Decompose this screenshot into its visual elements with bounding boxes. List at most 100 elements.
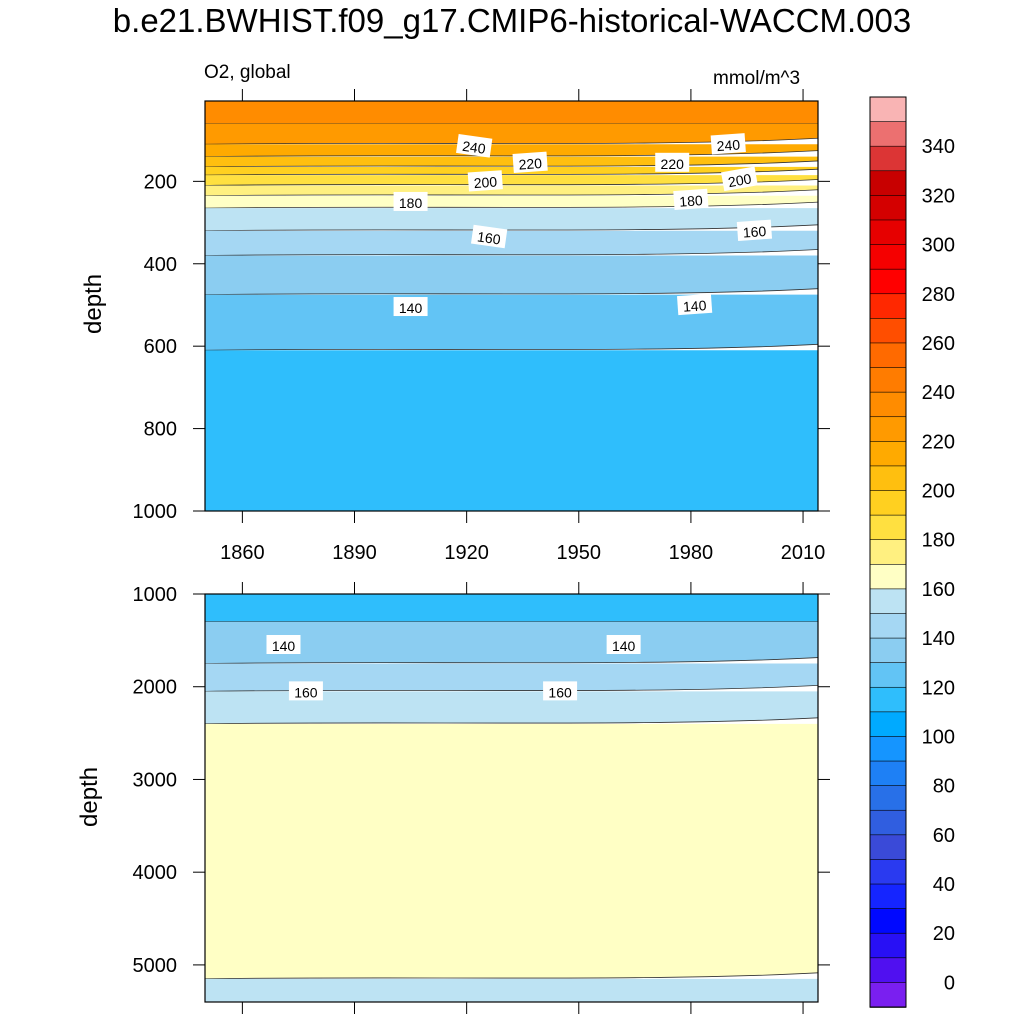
colorbar-label: 140 bbox=[922, 628, 955, 650]
colorbar-swatch bbox=[869, 367, 907, 393]
plot-frame bbox=[204, 593, 819, 1003]
contour-label: 220 bbox=[512, 151, 548, 173]
contour-label-text: 140 bbox=[399, 300, 423, 316]
band-160-170 bbox=[205, 691, 818, 724]
contour-label: 180 bbox=[393, 191, 428, 211]
colorbar-swatch bbox=[869, 465, 907, 492]
x-tick-label: 1890 bbox=[332, 542, 377, 564]
band-130-140 bbox=[205, 594, 818, 622]
colorbar-label: 80 bbox=[933, 776, 955, 798]
colorbar-label: 20 bbox=[933, 923, 955, 945]
variable-label: O2, global bbox=[204, 62, 291, 83]
contour-label-text: 160 bbox=[742, 223, 767, 241]
y-tick-label: 3000 bbox=[133, 769, 178, 791]
colorbar-label: 40 bbox=[933, 874, 955, 896]
colorbar-label: 280 bbox=[922, 284, 955, 306]
figure-title: b.e21.BWHIST.f09_g17.CMIP6-historical-WA… bbox=[112, 2, 912, 39]
colorbar-swatch bbox=[869, 539, 907, 566]
contour-label-text: 160 bbox=[476, 228, 502, 247]
colorbar-label: 60 bbox=[933, 825, 955, 847]
band-150-160 bbox=[205, 663, 818, 692]
contour-label-bg bbox=[543, 681, 578, 701]
y-tick-label: 1000 bbox=[133, 584, 178, 606]
contour-label-text: 200 bbox=[473, 174, 498, 192]
contour-label-text: 180 bbox=[679, 192, 704, 210]
colorbar-label: 180 bbox=[922, 530, 955, 552]
band-190-200 bbox=[205, 185, 818, 196]
colorbar-swatch bbox=[869, 834, 907, 861]
contour-label: 160 bbox=[543, 681, 578, 701]
colorbar-swatch bbox=[869, 244, 907, 270]
contour-label-text: 220 bbox=[518, 155, 543, 173]
contour-label-text: 240 bbox=[716, 136, 741, 154]
contour-label: 240 bbox=[456, 134, 493, 158]
band-140-150 bbox=[205, 255, 818, 295]
contour-label-text: 240 bbox=[461, 138, 487, 157]
contour-label: 200 bbox=[721, 166, 758, 192]
contour-label-text: 160 bbox=[294, 684, 318, 700]
contour-label: 140 bbox=[393, 297, 428, 317]
colorbar-label: 0 bbox=[944, 972, 955, 994]
colorbar-swatch bbox=[869, 170, 907, 197]
contour-label-bg bbox=[456, 134, 493, 158]
plot-frame bbox=[204, 100, 819, 512]
contour-label: 200 bbox=[467, 170, 503, 192]
colorbar-swatch bbox=[869, 342, 907, 369]
contour-label-bg bbox=[710, 133, 746, 155]
x-tick-label: 1950 bbox=[557, 542, 602, 564]
contour-label-bg bbox=[393, 191, 428, 211]
colorbar-swatch bbox=[869, 514, 907, 541]
band-250-260 bbox=[205, 101, 818, 124]
y-tick-label: 600 bbox=[144, 336, 177, 358]
band-160-170 bbox=[205, 978, 818, 1002]
colorbar-label: 160 bbox=[922, 579, 955, 601]
x-tick-label: 2010 bbox=[781, 542, 826, 564]
contour-line bbox=[204, 972, 819, 980]
contour-line bbox=[204, 201, 819, 209]
colorbar-label: 120 bbox=[922, 677, 955, 699]
colorbar-label: 320 bbox=[922, 185, 955, 207]
units-label: mmol/m^3 bbox=[713, 68, 801, 89]
band-220-230 bbox=[205, 156, 818, 167]
contour-label-bg bbox=[676, 293, 713, 316]
contour-label: 220 bbox=[655, 152, 690, 172]
y-tick-label: 200 bbox=[144, 171, 177, 193]
colorbar-swatch bbox=[869, 760, 907, 787]
contour-label: 160 bbox=[288, 681, 323, 701]
colorbar-frame bbox=[869, 96, 907, 1008]
band-160-170 bbox=[205, 208, 818, 231]
x-tick-label: 1860 bbox=[220, 542, 265, 564]
contour-line bbox=[204, 288, 819, 296]
contour-label-bg bbox=[266, 635, 301, 654]
contour-line bbox=[204, 657, 819, 664]
band-130-140 bbox=[205, 294, 818, 351]
contour-label-bg bbox=[736, 219, 773, 241]
contour-label-bg bbox=[288, 681, 323, 701]
colorbar-swatch bbox=[869, 391, 907, 418]
y-tick-label: 800 bbox=[144, 419, 177, 441]
contour-label: 180 bbox=[673, 188, 709, 211]
colorbar-swatch bbox=[869, 957, 907, 984]
band-120-130 bbox=[205, 350, 818, 511]
colorbar-swatch bbox=[869, 736, 907, 762]
colorbar-label: 240 bbox=[922, 382, 955, 404]
contour-label: 140 bbox=[606, 635, 641, 654]
colorbar-label: 340 bbox=[922, 136, 955, 158]
contour-line bbox=[204, 717, 819, 725]
band-180-190 bbox=[205, 723, 818, 979]
y-tick-label: 1000 bbox=[133, 501, 178, 523]
colorbar-swatch bbox=[869, 588, 907, 615]
colorbar-label: 260 bbox=[922, 333, 955, 355]
colorbar-swatch bbox=[869, 982, 907, 1008]
colorbar-swatch bbox=[869, 809, 907, 836]
band-180-190 bbox=[205, 195, 818, 209]
colorbar-swatch bbox=[869, 859, 907, 885]
contour-label-bg bbox=[467, 170, 503, 192]
colorbar-swatch bbox=[869, 441, 907, 467]
band-140-150 bbox=[205, 621, 818, 664]
contour-label-bg bbox=[606, 635, 641, 654]
colorbar-swatch bbox=[869, 932, 907, 959]
colorbar-swatch bbox=[869, 293, 907, 320]
colorbar-swatch bbox=[869, 121, 907, 147]
colorbar-swatch bbox=[869, 908, 907, 935]
